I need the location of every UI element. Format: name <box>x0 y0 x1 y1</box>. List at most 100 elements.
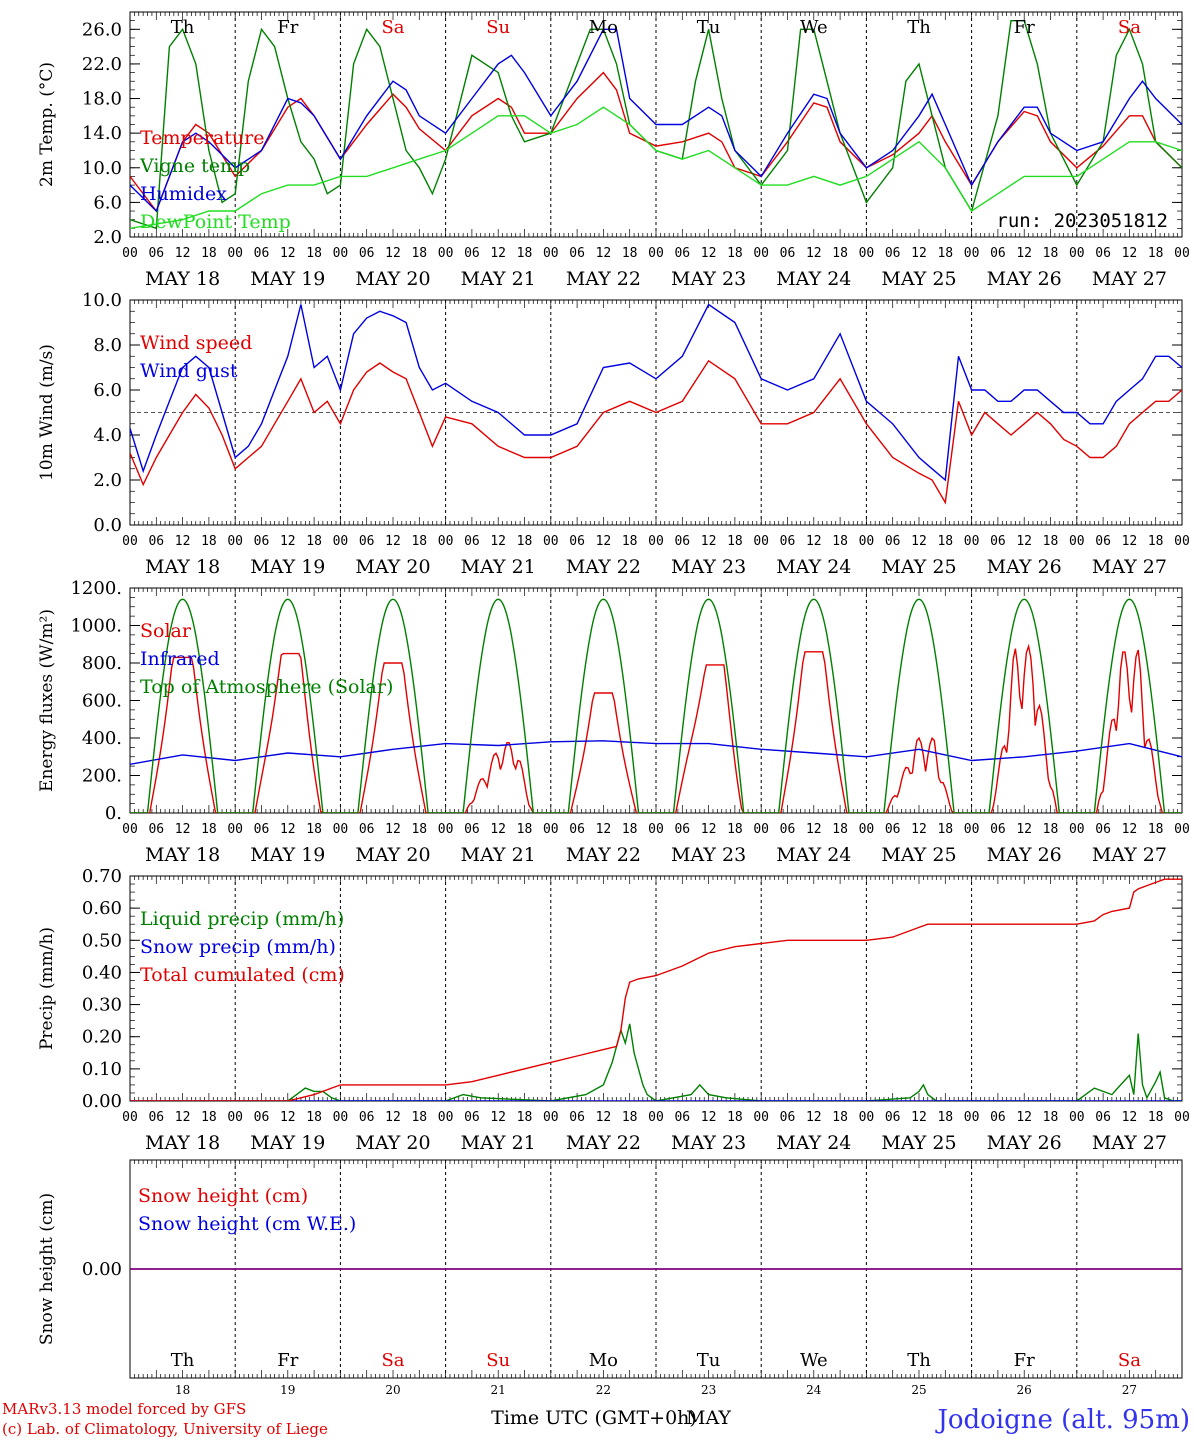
day-number-label: 22 <box>596 1383 611 1397</box>
hour-label: 12 <box>280 246 296 261</box>
hour-label: 12 <box>596 246 612 261</box>
day-number-label: 21 <box>491 1383 506 1397</box>
date-label: MAY 25 <box>881 268 956 290</box>
y-tick-label: 6.0 <box>93 380 122 401</box>
hour-label: 00 <box>1174 822 1190 837</box>
footer-axis-title: Time UTC (GMT+0h) <box>491 1407 697 1429</box>
day-number-label: 27 <box>1122 1383 1137 1397</box>
series-line-infrared <box>130 740 1182 765</box>
hour-label: 06 <box>885 1110 901 1125</box>
y-tick-label: 0.40 <box>82 962 122 983</box>
hour-label: 06 <box>359 246 375 261</box>
hour-label: 00 <box>1069 246 1085 261</box>
hour-label: 12 <box>806 534 822 549</box>
series-line-wind-gust <box>130 303 1182 482</box>
hour-label: 06 <box>148 1110 164 1125</box>
date-label: MAY 20 <box>355 1132 430 1154</box>
hour-label: 06 <box>990 1110 1006 1125</box>
weekday-label: Sa <box>1118 1350 1141 1371</box>
y-tick-label: 0.60 <box>82 898 122 919</box>
hour-label: 18 <box>727 246 743 261</box>
date-label: MAY 18 <box>145 268 220 290</box>
hour-label: 00 <box>859 534 875 549</box>
hour-label: 18 <box>622 822 638 837</box>
series-line-vigne-temp <box>130 20 1182 230</box>
series-line-temperature <box>130 71 1182 213</box>
hour-label: 06 <box>359 534 375 549</box>
legend-entry: Snow height (cm) <box>138 1185 308 1207</box>
legend-entry: Snow precip (mm/h) <box>140 936 336 958</box>
hour-label: 00 <box>648 1110 664 1125</box>
hour-label: 12 <box>911 822 927 837</box>
weekday-label: Su <box>486 17 510 38</box>
chart-panel-temperature: 2.0 6.0 10.0 14.0 18.0 22.0 26.0 2m Temp. (°C) T… <box>37 11 1190 290</box>
series-line-dewpoint-temp <box>130 106 1182 229</box>
hour-label: 12 <box>175 246 191 261</box>
hour-label: 18 <box>306 1110 322 1125</box>
hour-label: 06 <box>148 822 164 837</box>
date-label: MAY 20 <box>355 556 430 578</box>
date-label: MAY 26 <box>987 844 1062 866</box>
chart-panel-wind: 0.0 2.0 4.0 6.0 8.0 10.0 10m Wind (m/s) Wind sp… <box>37 290 1190 578</box>
hour-label: 00 <box>753 246 769 261</box>
weekday-label: Sa <box>381 17 404 38</box>
hour-label: 18 <box>306 246 322 261</box>
weekday-label: We <box>800 1350 828 1371</box>
date-label: MAY 27 <box>1092 844 1167 866</box>
hour-label: 12 <box>596 822 612 837</box>
plot-frame <box>129 587 1183 814</box>
weekday-label: Sa <box>381 1350 404 1371</box>
y-tick-label: 10.0 <box>82 290 122 311</box>
hour-label: 06 <box>990 822 1006 837</box>
date-label: MAY 22 <box>566 844 641 866</box>
hour-label: 12 <box>911 246 927 261</box>
hour-label: 18 <box>1148 1110 1164 1125</box>
weekday-label: Fr <box>1014 17 1035 38</box>
hour-label: 12 <box>1122 534 1138 549</box>
y-axis-label: Precip (mm/h) <box>37 927 57 1050</box>
hour-label: 18 <box>1043 534 1059 549</box>
weekday-label: Sa <box>1118 17 1141 38</box>
footer-month: MAY <box>686 1407 731 1429</box>
y-axis-label: 2m Temp. (°C) <box>37 62 57 187</box>
date-label: MAY 23 <box>671 844 746 866</box>
date-label: MAY 22 <box>566 268 641 290</box>
hour-label: 06 <box>780 246 796 261</box>
date-label: MAY 19 <box>250 268 325 290</box>
y-tick-label: 26.0 <box>82 19 122 40</box>
y-tick-label: 6.0 <box>93 192 122 213</box>
y-tick-label: 4.0 <box>93 425 122 446</box>
weekday-label: Tu <box>697 1350 721 1371</box>
hour-label: 18 <box>306 822 322 837</box>
date-label: MAY 24 <box>776 844 851 866</box>
hour-label: 06 <box>148 534 164 549</box>
date-label: MAY 21 <box>461 268 536 290</box>
hour-label: 18 <box>201 534 217 549</box>
hour-label: 12 <box>1016 246 1032 261</box>
y-axis-label: Energy fluxes (W/m²) <box>37 609 57 792</box>
hour-label: 00 <box>227 246 243 261</box>
hour-label: 00 <box>964 822 980 837</box>
hour-label: 12 <box>280 534 296 549</box>
hour-label: 06 <box>674 534 690 549</box>
legend-entry: Temperature <box>140 127 264 149</box>
hour-label: 00 <box>1174 246 1190 261</box>
hour-label: 12 <box>280 822 296 837</box>
hour-label: 12 <box>1016 534 1032 549</box>
hour-label: 00 <box>859 246 875 261</box>
hour-label: 12 <box>1016 822 1032 837</box>
hour-label: 18 <box>306 534 322 549</box>
hour-label: 00 <box>648 246 664 261</box>
hour-label: 06 <box>254 1110 270 1125</box>
y-tick-label: 14.0 <box>82 123 122 144</box>
chart-panel-energy: 0. 200. 400. 600. 800. 1000. 1200. Energy fluxe… <box>37 578 1190 866</box>
hour-label: 18 <box>832 1110 848 1125</box>
y-tick-label: 2.0 <box>93 227 122 248</box>
hour-label: 18 <box>411 822 427 837</box>
hour-label: 06 <box>254 822 270 837</box>
hour-label: 12 <box>806 1110 822 1125</box>
hour-label: 06 <box>780 534 796 549</box>
date-label: MAY 18 <box>145 844 220 866</box>
hour-label: 12 <box>911 534 927 549</box>
